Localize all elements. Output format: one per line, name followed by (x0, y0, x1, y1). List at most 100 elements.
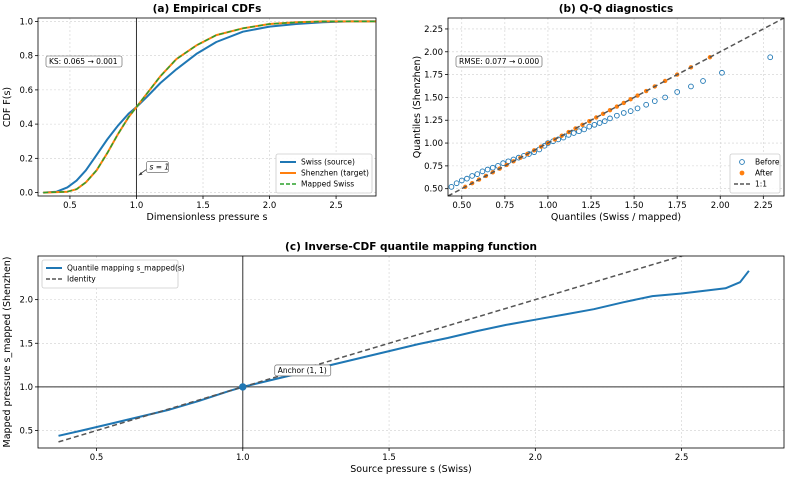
x-tick-label: 1.5 (196, 201, 210, 211)
y-tick-label: 2.00 (424, 48, 443, 58)
y-tick-label: 2.0 (19, 296, 33, 306)
x-axis-label: Dimensionless pressure s (147, 212, 268, 223)
annotation: RMSE: 0.077 → 0.000 (455, 55, 543, 68)
x-tick-label: 2.25 (754, 201, 773, 211)
y-tick-label: 1.25 (424, 116, 443, 126)
x-tick-label: 1.50 (625, 201, 644, 211)
legend: Swiss (source) Shenzhen (target) Mapped Sw… (275, 153, 373, 194)
series-0-point (596, 120, 603, 126)
series-0-line (43, 20, 376, 194)
series-0-point (586, 123, 593, 130)
legend-entry: 1:1 (755, 180, 767, 189)
plot-area (38, 256, 784, 448)
series-2-line (448, 18, 784, 196)
series-0-point (614, 112, 620, 119)
y-tick-label: 1.0 (19, 17, 33, 27)
series-0-point (570, 130, 577, 136)
annotation: Anchor (1, 1) (274, 364, 332, 377)
legend-entry: Shenzhen (target) (301, 169, 369, 178)
plot-frame (37, 17, 377, 197)
x-tick-label: 0.5 (63, 201, 77, 211)
legend-marker (739, 170, 745, 176)
x-tick-label: 2.5 (675, 453, 689, 463)
legend-entry: Swiss (source) (301, 158, 355, 167)
anchor-point (239, 383, 247, 391)
legend-box (275, 153, 373, 194)
x-tick-label: 2.5 (329, 201, 343, 211)
annotation-box (146, 161, 169, 173)
series-0-point (674, 89, 681, 95)
plot-area (448, 18, 784, 196)
legend-marker (739, 159, 745, 165)
annotation-arrowhead (138, 171, 143, 176)
chart-title: (b) Q-Q diagnostics (559, 3, 674, 15)
series-0-point (627, 108, 634, 114)
x-tick-label: 2.0 (529, 453, 543, 463)
chart-title: (a) Empirical CDFs (153, 3, 262, 15)
series-0-point (688, 83, 694, 90)
y-axis-label: CDF F(s) (2, 87, 13, 127)
series-0-point (700, 78, 706, 84)
y-tick-label: 0.50 (424, 185, 443, 195)
series-0-point (643, 101, 650, 108)
series-0-point (767, 54, 774, 61)
panel-0: 0.5 1.0 1.5 2.0 2.5 0.0 0.2 0.4 0.6 0.8 1.0 (a) Emp… (2, 3, 377, 223)
series-1-point (635, 93, 640, 98)
y-axis-label: Quantiles (Shenzhen) (412, 56, 423, 158)
y-tick-label: 0.6 (19, 86, 33, 96)
series-1-line (58, 256, 685, 443)
x-tick-label: 1.0 (236, 453, 250, 463)
y-tick-label: 0.2 (19, 154, 33, 164)
y-axis-label: Mapped pressure s_mapped (Shenzhen) (2, 257, 13, 448)
plot-area (43, 18, 376, 196)
annotation: KS: 0.065 → 0.001 (45, 55, 123, 68)
annotation-text: RMSE: 0.077 → 0.000 (459, 57, 539, 66)
series-0-point (545, 140, 551, 146)
series-2-line (43, 20, 376, 194)
y-tick-label: 0.8 (19, 52, 33, 62)
series-0-point (591, 121, 598, 128)
panel-2: 0.5 1.0 1.5 2.0 2.5 0.5 1.0 1.5 2.0 (c) Inverse-C… (2, 241, 785, 475)
series-0-point (620, 110, 627, 116)
x-tick-label: 1.25 (582, 201, 601, 211)
chart-title: (c) Inverse-CDF quantile mapping functio… (285, 241, 537, 253)
legend-entry: Before (755, 158, 780, 167)
legend-entry: Quantile mapping s_mapped(s) (67, 264, 185, 273)
y-tick-label: 1.5 (19, 339, 33, 349)
x-axis-label: Source pressure s (Swiss) (350, 464, 471, 475)
series-0-point (651, 98, 658, 104)
series-0-point (581, 126, 587, 133)
y-tick-label: 0.5 (19, 427, 33, 437)
legend: Quantile mapping s_mapped(s) Identity (41, 259, 185, 289)
x-tick-label: 0.50 (452, 201, 471, 211)
series-0-point (634, 105, 641, 112)
plot-frame (447, 17, 785, 197)
x-tick-label: 2.0 (263, 201, 277, 211)
y-tick-label: 0.4 (19, 120, 33, 130)
y-tick-label: 1.00 (424, 139, 443, 149)
series-0-point (576, 128, 582, 135)
annotation-box (455, 55, 543, 68)
legend-entry: Mapped Swiss (301, 180, 354, 189)
panel-1: 0.50 0.75 1.00 1.25 1.50 1.75 2.00 2.25 0.50 0.75… (412, 3, 785, 223)
series-0-point (607, 115, 613, 122)
y-tick-label: 1.50 (424, 93, 443, 103)
series-0-point (448, 184, 455, 190)
series-0-point (484, 166, 491, 173)
y-tick-label: 0.75 (424, 162, 443, 172)
series-0-point (464, 175, 470, 182)
series-0-point (453, 180, 460, 187)
legend: Before After 1:1 (729, 153, 781, 194)
x-axis-label: Quantiles (Swiss / mapped) (551, 212, 681, 223)
annotation-box (274, 364, 332, 377)
series-0-point (479, 168, 486, 175)
y-tick-label: 1.0 (19, 383, 33, 393)
series-0-point (601, 118, 608, 124)
y-tick-label: 1.75 (424, 71, 443, 81)
x-tick-label: 1.5 (382, 453, 396, 463)
series-0-point (458, 177, 465, 184)
y-tick-label: 0.0 (19, 189, 33, 199)
series-0-point (662, 94, 668, 101)
x-tick-label: 1.00 (538, 201, 557, 211)
